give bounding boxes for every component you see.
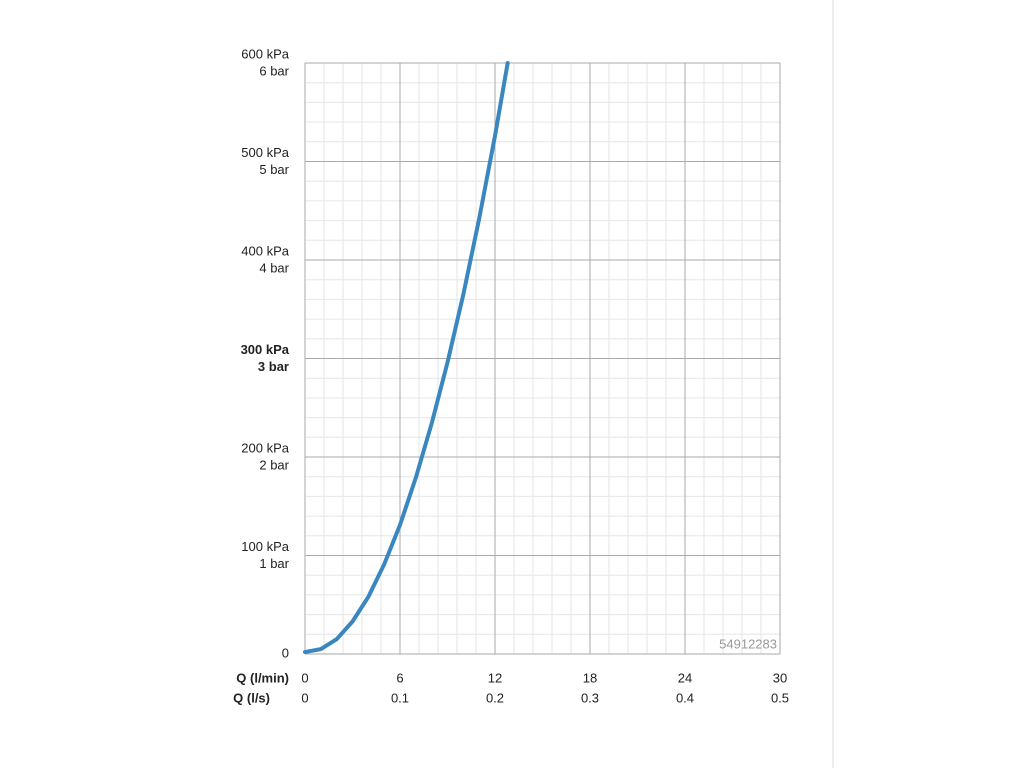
y-tick-label: 500 kPa	[241, 145, 289, 160]
x2-tick-label: 0.5	[771, 690, 789, 705]
annotation: 54912283	[719, 636, 777, 651]
data-line	[303, 61, 510, 655]
x2-tick-label: 0.4	[676, 690, 694, 705]
y-tick-secondary-label: 4 bar	[259, 260, 289, 275]
y-tick-label: 100 kPa	[241, 539, 289, 554]
x2-tick-label: 0.3	[581, 690, 599, 705]
y-tick-secondary-label: 1 bar	[259, 556, 289, 571]
y-tick-secondary-label: 5 bar	[259, 162, 289, 177]
y-tick-label: 0	[282, 645, 289, 660]
y-tick-secondary-label: 2 bar	[259, 457, 289, 472]
y-tick-label: 300 kPa	[241, 342, 290, 357]
y-tick-label: 600 kPa	[241, 46, 289, 61]
x-tick-label: 0	[301, 670, 308, 685]
x-tick-label: 6	[396, 670, 403, 685]
grid	[304, 62, 781, 655]
x-axis-label: Q (l/min)	[236, 670, 289, 685]
x-tick-label: 24	[678, 670, 692, 685]
x2-axis-label: Q (l/s)	[233, 690, 270, 705]
x2-tick-label: 0	[301, 690, 308, 705]
y-tick-secondary-label: 3 bar	[258, 359, 289, 374]
y-tick-label: 200 kPa	[241, 440, 289, 455]
x2-tick-label: 0.2	[486, 690, 504, 705]
plot	[303, 61, 510, 655]
x-tick-label: 18	[583, 670, 597, 685]
y-tick-label: 400 kPa	[241, 243, 289, 258]
y-tick-secondary-label: 6 bar	[259, 63, 289, 78]
x-tick-label: 30	[773, 670, 787, 685]
x-tick-label: 12	[488, 670, 502, 685]
x2-tick-label: 0.1	[391, 690, 409, 705]
